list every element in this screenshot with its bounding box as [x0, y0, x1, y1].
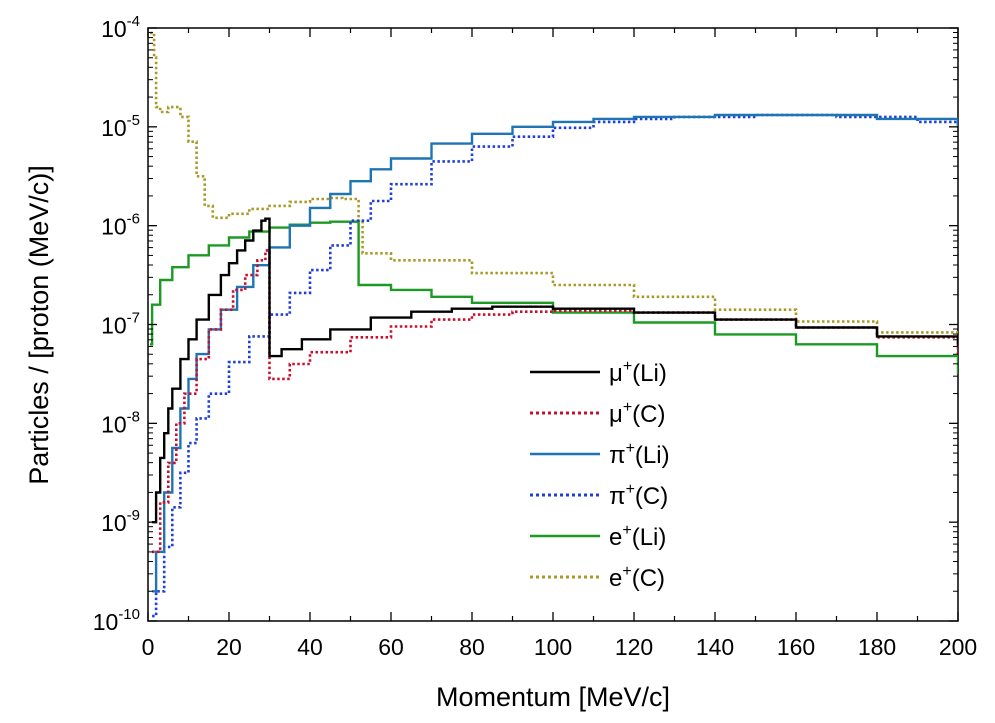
y-axis-title: Particles / [proton (MeV/c)]	[24, 165, 54, 485]
legend-label-0: μ+(Li)	[609, 358, 667, 387]
series-line-0	[152, 217, 958, 524]
x-tick-label: 200	[939, 634, 977, 660]
x-tick-label: 40	[297, 634, 323, 660]
legend-label-2: π+(Li)	[609, 440, 670, 469]
legend-label-3: π+(C)	[609, 481, 668, 510]
x-tick-label: 180	[858, 634, 896, 660]
y-tick-label: 10-6	[101, 211, 140, 240]
x-tick-label: 120	[615, 634, 653, 660]
tick-labels: 0 20 40 60 80 100 120 140 160 180 200 10-10 10-9 10-8…	[93, 13, 977, 660]
y-tick-label: 10-8	[101, 408, 140, 437]
y-tick-label: 10-10	[93, 606, 140, 635]
legend-label-4: e+(Li)	[609, 522, 666, 551]
y-tick-label: 10-9	[101, 507, 140, 536]
x-tick-label: 160	[777, 634, 815, 660]
series-line-2	[152, 113, 958, 593]
x-tick-label: 100	[534, 634, 572, 660]
legend-label-1: μ+(C)	[609, 399, 666, 428]
series-layer	[150, 31, 958, 618]
series-line-3	[152, 113, 958, 618]
axis-ticks	[147, 27, 959, 622]
x-tick-label: 80	[459, 634, 485, 660]
legend: μ+(Li) μ+(C) π+(Li) π+(C) e+(Li) e+(C)	[530, 358, 670, 592]
y-tick-label: 10-7	[101, 310, 140, 339]
series-line-4	[150, 220, 958, 374]
x-axis-title: Momentum [MeV/c]	[436, 682, 670, 712]
series-line-1	[152, 249, 958, 554]
series-line-5	[150, 31, 958, 345]
x-tick-label: 60	[378, 634, 404, 660]
y-tick-label: 10-4	[101, 13, 140, 42]
x-tick-label: 20	[216, 634, 242, 660]
x-tick-label: 140	[696, 634, 734, 660]
x-tick-label: 0	[142, 634, 155, 660]
legend-label-5: e+(C)	[609, 563, 665, 592]
y-tick-label: 10-5	[101, 112, 140, 141]
